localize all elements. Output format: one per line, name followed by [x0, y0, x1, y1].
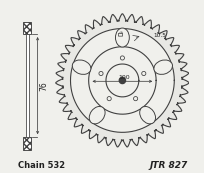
Ellipse shape	[72, 60, 90, 74]
Circle shape	[141, 71, 145, 76]
Text: 76: 76	[39, 81, 48, 90]
Ellipse shape	[89, 106, 105, 124]
Circle shape	[120, 56, 124, 60]
Polygon shape	[105, 64, 138, 97]
Circle shape	[133, 97, 137, 101]
Text: Chain 532: Chain 532	[18, 161, 64, 170]
Ellipse shape	[153, 60, 172, 74]
Ellipse shape	[139, 106, 155, 124]
Bar	[23, 137, 31, 150]
Text: JTR 827: JTR 827	[148, 161, 186, 170]
Polygon shape	[88, 47, 155, 114]
Ellipse shape	[115, 28, 129, 47]
Bar	[26, 34, 29, 137]
Polygon shape	[119, 77, 125, 84]
FancyBboxPatch shape	[118, 33, 122, 36]
Text: 10.5: 10.5	[153, 33, 166, 38]
Text: 100: 100	[118, 75, 129, 80]
Circle shape	[106, 97, 111, 101]
Polygon shape	[70, 29, 173, 132]
Circle shape	[99, 71, 103, 76]
Text: ♛: ♛	[118, 31, 122, 35]
Bar	[23, 22, 31, 34]
Polygon shape	[55, 14, 188, 147]
